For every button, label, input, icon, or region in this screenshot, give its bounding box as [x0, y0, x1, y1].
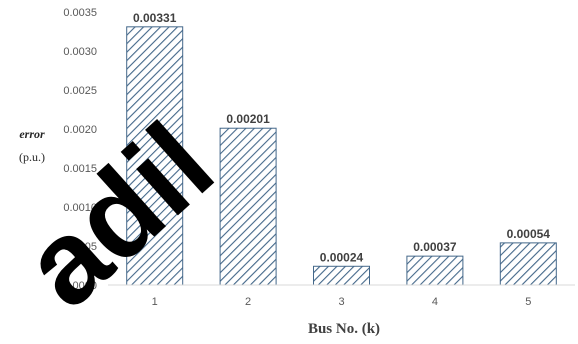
x-axis-title: Bus No. (k) [308, 321, 380, 337]
y-tick-label: 0.0025 [63, 85, 97, 97]
data-label: 0.00054 [507, 227, 551, 241]
y-axis-title: error [19, 127, 45, 141]
data-label: 0.00024 [320, 250, 364, 264]
y-axis-ticks: 0.0000 0.0005 0.0010 0.0015 0.0020 0.0025 0.00… [63, 7, 97, 292]
y-tick-label: 0.0005 [63, 241, 97, 253]
x-tick-label: 5 [525, 296, 531, 308]
bar-4 [406, 255, 464, 286]
bar-2 [219, 127, 277, 286]
x-tick-label: 3 [338, 296, 344, 308]
bar-3 [313, 265, 370, 286]
data-labels: 0.00331 0.00201 0.00024 0.00037 0.00054 [133, 11, 550, 264]
y-tick-label: 0.0035 [63, 7, 97, 19]
y-tick-label: 0.0000 [63, 280, 97, 292]
bar-5 [499, 242, 557, 286]
y-axis-unit: (p.u.) [19, 150, 45, 164]
data-label: 0.00037 [413, 240, 457, 254]
data-label: 0.00331 [133, 11, 177, 25]
data-label: 0.00201 [226, 112, 270, 126]
y-tick-label: 0.0020 [63, 124, 97, 136]
x-axis-ticks: 1 2 3 4 5 [152, 296, 532, 308]
y-tick-label: 0.0015 [63, 163, 97, 175]
x-tick-label: 1 [152, 296, 158, 308]
x-tick-label: 2 [245, 296, 251, 308]
bars [126, 26, 557, 286]
y-tick-label: 0.0010 [63, 202, 97, 214]
y-tick-label: 0.0030 [63, 46, 97, 58]
x-tick-label: 4 [432, 296, 438, 308]
